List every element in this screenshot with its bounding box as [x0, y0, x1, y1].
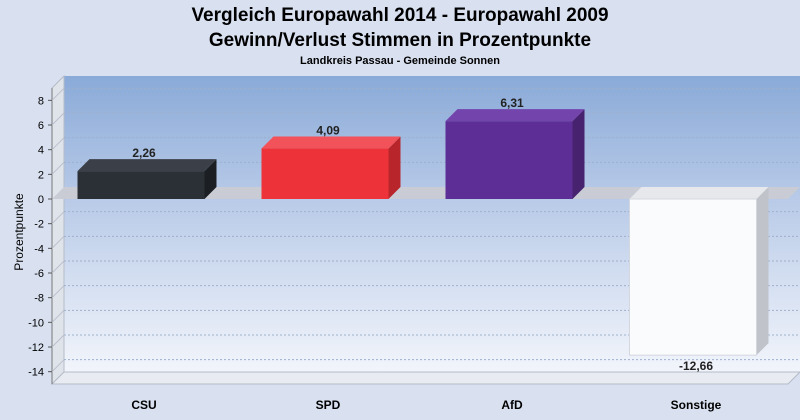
bar-value-label: 2,26: [132, 146, 156, 160]
gridline-wall: [51, 260, 65, 274]
bar-top: [445, 109, 585, 122]
y-tick-label: -12: [28, 342, 44, 354]
chart-marks: 2,26 CSU 4,09 SPD 6,31 AfD -12,66 Sonstige: [77, 96, 769, 412]
chart-title-line1: Vergleich Europawahl 2014 - Europawahl 2…: [191, 5, 608, 26]
y-tick-label: -8: [34, 293, 44, 305]
bar-value-label: -12,66: [679, 359, 713, 373]
x-tick-label: AfD: [501, 398, 523, 412]
gridline-wall: [51, 235, 65, 249]
y-tick-label: -10: [28, 317, 44, 329]
gridline-wall: [51, 334, 65, 348]
y-tick-label: 8: [38, 95, 44, 107]
bar: [261, 148, 389, 199]
zero-baseline-plane: [52, 187, 800, 199]
gridline-wall: [51, 137, 65, 151]
chart-subtitle: Landkreis Passau - Gemeinde Sonnen: [300, 55, 500, 67]
gridline-wall: [51, 161, 65, 175]
bar: [629, 198, 757, 356]
y-tick-label: 0: [38, 194, 44, 206]
plot-floor: [50, 371, 800, 385]
chart-title-line2: Gewinn/Verlust Stimmen in Prozentpunkte: [209, 30, 591, 51]
gridline-wall: [51, 112, 65, 126]
y-tick-label: 6: [38, 120, 44, 132]
y-tick-label: -14: [28, 367, 44, 379]
gridline-wall: [51, 87, 65, 101]
bar-side: [756, 187, 769, 356]
bar: [445, 121, 573, 199]
y-tick-label: -6: [34, 268, 44, 280]
bar-top: [629, 187, 769, 199]
bar-side: [572, 109, 585, 199]
gridline-wall: [51, 359, 65, 373]
x-tick-label: Sonstige: [671, 398, 722, 412]
y-tick-label: -4: [34, 243, 44, 255]
bar-side: [388, 136, 401, 199]
x-tick-label: CSU: [131, 398, 156, 412]
gridline-wall: [51, 309, 65, 323]
bar-value-label: 6,31: [500, 96, 524, 110]
bar-side: [204, 159, 217, 199]
y-tick-label: -2: [34, 219, 44, 231]
bar: [77, 171, 205, 199]
bar-value-label: 4,09: [316, 124, 340, 138]
gridline-wall: [51, 285, 65, 299]
y-tick-label: 4: [38, 145, 44, 157]
bar-top: [261, 136, 401, 149]
plot-left-wall: [51, 74, 65, 386]
bar-top: [77, 159, 217, 172]
x-tick-label: SPD: [316, 398, 341, 412]
y-tick-label: 2: [38, 169, 44, 181]
y-axis-label: Prozentpunkte: [12, 193, 26, 271]
gridline-wall: [51, 211, 65, 225]
